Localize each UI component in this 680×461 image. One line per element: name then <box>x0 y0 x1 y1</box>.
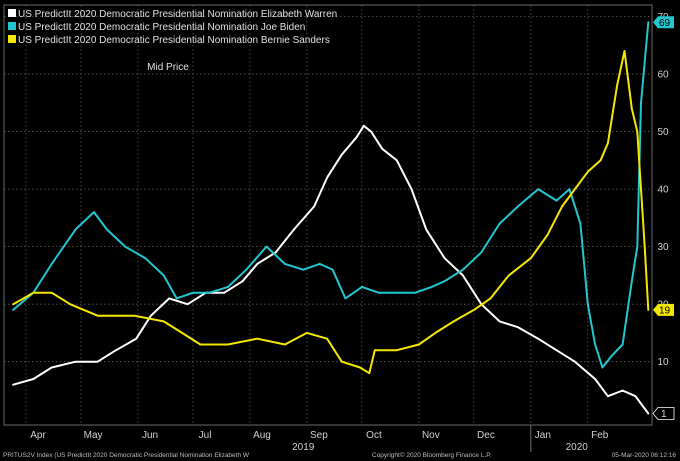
x-tick-label-jun: Jun <box>142 430 158 441</box>
legend-swatch-bernie-sanders <box>8 35 16 43</box>
last-value-label-joe-biden: 69 <box>659 18 671 29</box>
x-tick-label-may: May <box>84 430 103 441</box>
series-line-bernie-sanders <box>12 50 650 375</box>
legend-swatch-joe-biden <box>8 22 16 30</box>
x-tick-label-aug: Aug <box>253 430 271 441</box>
legend-label-elizabeth-warren: US PredictIt 2020 Democratic Presidentia… <box>18 9 337 20</box>
x-tick-label-jul: Jul <box>199 430 212 441</box>
x-tick-label-dec: Dec <box>477 430 495 441</box>
gridlines <box>4 5 652 425</box>
series-line-joe-biden <box>12 21 650 369</box>
legend-swatch-elizabeth-warren <box>8 9 16 17</box>
x-tick-label-sep: Sep <box>310 430 328 441</box>
plot-frame <box>3 4 653 426</box>
footer-copyright: Copyright© 2020 Bloomberg Finance L.P. <box>372 451 492 459</box>
x-tick-label-jan: Jan <box>535 430 551 441</box>
last-value-marker-bernie-sanders <box>653 303 674 316</box>
x-tick-label-feb: Feb <box>591 430 609 441</box>
x-tick-label-nov: Nov <box>422 430 440 441</box>
y-tick-label-10: 10 <box>657 357 669 368</box>
last-value-marker-joe-biden <box>653 16 674 29</box>
x-year-label-2019: 2019 <box>292 442 315 453</box>
last-value-label-bernie-sanders: 19 <box>659 305 671 316</box>
y-tick-label-50: 50 <box>657 127 669 138</box>
legend-label-bernie-sanders: US PredictIt 2020 Democratic Presidentia… <box>18 35 330 46</box>
last-value-label-elizabeth-warren: 1 <box>661 409 667 420</box>
x-tick-label-apr: Apr <box>30 430 46 441</box>
series-lines <box>12 21 650 415</box>
legend: US PredictIt 2020 Democratic Presidentia… <box>8 9 337 46</box>
last-value-labels: 1 69 19 <box>652 16 675 420</box>
y-tick-label-40: 40 <box>657 185 669 196</box>
legend-label-joe-biden: US PredictIt 2020 Democratic Presidentia… <box>18 22 305 33</box>
footer-index-label: PRITUS2V Index (US PredictIt 2020 Democr… <box>3 452 250 459</box>
footer-timestamp: 05-Mar-2020 06:12:16 <box>612 452 677 459</box>
y-tick-label-60: 60 <box>657 70 669 81</box>
chart-title: Mid Price <box>147 62 189 73</box>
x-axis: Apr May Jun Jul Aug Sep Oct Nov Dec Jan Feb 2019 202… <box>30 425 609 453</box>
series-line-elizabeth-warren <box>12 124 650 415</box>
last-value-marker-elizabeth-warren <box>652 407 675 420</box>
x-tick-label-oct: Oct <box>366 430 382 441</box>
y-tick-label-30: 30 <box>657 242 669 253</box>
x-year-label-2020: 2020 <box>566 442 589 453</box>
